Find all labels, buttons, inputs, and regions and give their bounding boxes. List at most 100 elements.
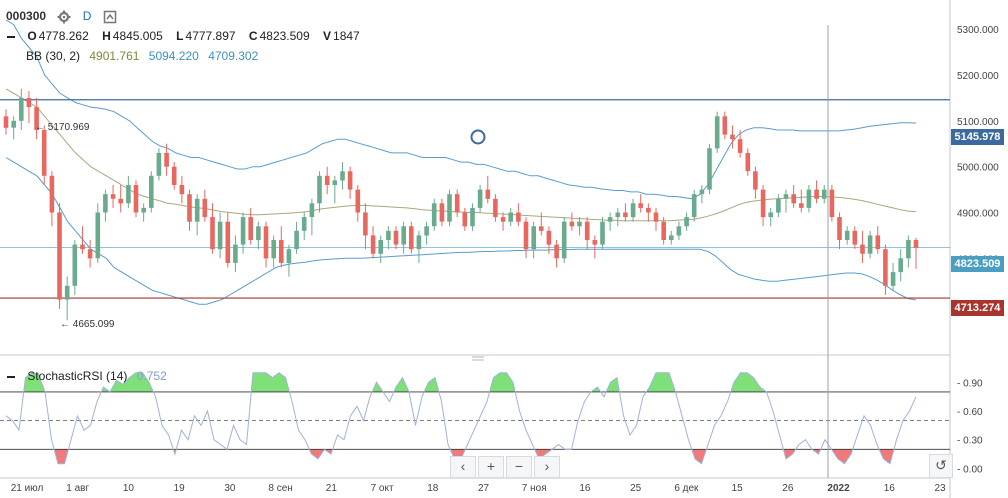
low-label: L [176, 29, 184, 43]
compare-icon[interactable] [103, 10, 117, 24]
candle-body [546, 230, 552, 245]
indicator-label: StochasticRSI (14) [27, 369, 128, 383]
gear-icon[interactable] [57, 10, 71, 24]
price-tag-hline-bottom: 4713.274 [951, 300, 1004, 316]
candle-body [661, 221, 666, 240]
symbol-name[interactable]: 000300 [6, 9, 47, 23]
candle [523, 217, 529, 259]
candle-body [49, 175, 55, 213]
candle-body [493, 198, 498, 218]
candle-body [34, 107, 39, 130]
bb-lower-line [5, 157, 917, 305]
candle-body [87, 249, 93, 259]
price-tick-label: 4900.000 [957, 209, 999, 220]
candle [126, 175, 131, 208]
candle [737, 130, 743, 158]
candle [898, 249, 903, 282]
candle [409, 221, 414, 254]
candle-body [516, 212, 521, 222]
candle-body [355, 189, 361, 213]
candle [179, 175, 185, 204]
bb-legend[interactable]: BB (30, 2) 4901.761 5094.220 4709.302 [26, 49, 258, 63]
candle-body [301, 217, 307, 231]
candle-body [898, 258, 903, 273]
candle-body [416, 235, 422, 250]
candle [890, 262, 896, 291]
candle [309, 198, 315, 236]
candle-body [531, 226, 536, 250]
candle-body [883, 249, 888, 286]
collapse-icon[interactable] [6, 372, 16, 382]
candle [630, 198, 636, 222]
candle [141, 203, 146, 222]
candle-body [799, 203, 804, 208]
candle [799, 189, 804, 213]
candle [821, 185, 827, 204]
collapse-icon[interactable] [6, 32, 16, 42]
chart-navigation: ‹ + − › [450, 456, 560, 478]
candle-body [760, 189, 766, 218]
candle [577, 217, 582, 236]
candle [363, 203, 368, 250]
candle-body [561, 221, 567, 259]
candle-body [133, 185, 139, 213]
candle [691, 189, 697, 222]
price-tick-label: 5100.000 [957, 117, 999, 128]
candle-body [653, 212, 659, 222]
candle-body [783, 194, 789, 199]
candle [829, 185, 835, 222]
candle [485, 175, 491, 204]
close-label: C [248, 29, 258, 43]
time-tick-label: 7 окт [371, 483, 394, 494]
candle [103, 189, 108, 222]
indicator-legend[interactable]: StochasticRSI (14) 0.752 [6, 369, 167, 383]
candle [149, 171, 154, 213]
candle-body [485, 189, 491, 199]
price-tag-hline-top: 5145.978 [951, 129, 1004, 145]
zoom-out-icon[interactable]: − [506, 456, 532, 478]
candle-body [454, 194, 460, 213]
candle-body [248, 217, 253, 240]
candle [19, 88, 24, 130]
interval-label[interactable]: D [82, 9, 92, 23]
candle [164, 143, 169, 176]
time-tick-label: 7 ноя [522, 483, 547, 494]
candle [386, 226, 391, 250]
ohlc-legend: O 4778.262 H 4845.005 L 4777.897 C 4823.509 … [6, 29, 370, 43]
candle [279, 226, 284, 268]
indicator-value: 0.752 [136, 369, 167, 383]
pane-resize-handle[interactable] [472, 356, 484, 361]
candle [439, 198, 445, 227]
candle-body [378, 240, 383, 254]
candle [301, 212, 307, 240]
candle [646, 203, 651, 222]
high-value: 4845.005 [112, 29, 163, 43]
time-tick-label: 16 [884, 483, 896, 494]
candle-body [714, 116, 720, 149]
candle-body [202, 198, 208, 218]
candle-body [309, 203, 315, 218]
candle [776, 194, 781, 218]
candle-body [3, 116, 9, 128]
candle [615, 207, 621, 227]
line-drag-handle[interactable] [470, 129, 486, 145]
zoom-in-icon[interactable]: + [478, 456, 504, 478]
candle [791, 185, 796, 208]
scroll-right-icon[interactable]: › [534, 456, 560, 478]
candle [500, 212, 506, 231]
candle-body [852, 230, 858, 245]
candle [401, 221, 406, 254]
candle-body [431, 203, 437, 227]
candle-body [72, 244, 78, 286]
low-annotation: ← 4665.099 [60, 319, 115, 330]
reset-icon[interactable]: ↺ [929, 454, 953, 478]
bb-upper-value: 5094.220 [148, 49, 199, 63]
candle [95, 203, 101, 263]
low-value: 4777.897 [185, 29, 236, 43]
candle [133, 180, 139, 218]
candle [844, 226, 850, 245]
candle [814, 180, 819, 204]
candle-body [386, 230, 391, 240]
scroll-left-icon[interactable]: ‹ [450, 456, 476, 478]
